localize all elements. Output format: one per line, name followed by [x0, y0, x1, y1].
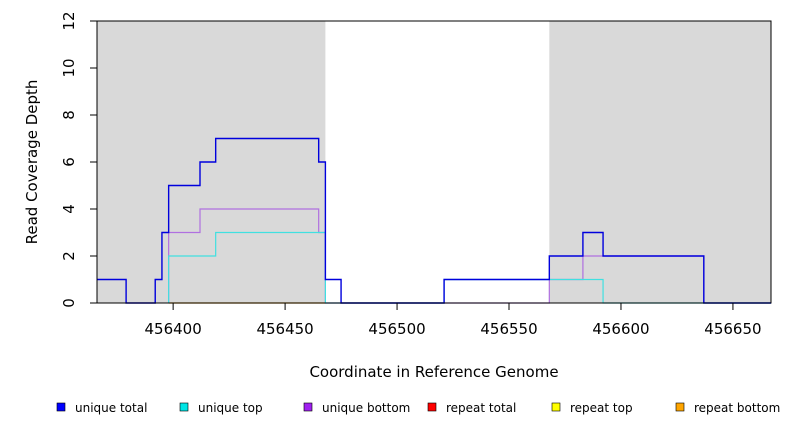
x-axis-title: Coordinate in Reference Genome [309, 363, 558, 381]
y-tick-label: 6 [60, 157, 78, 167]
background-regions [97, 21, 771, 303]
x-tick-label: 456400 [145, 320, 202, 338]
legend-swatch-repeat-top [551, 402, 561, 412]
legend-swatch-unique-bottom [303, 402, 313, 412]
legend-label-unique-total: unique total [75, 401, 147, 415]
legend-label-repeat-top: repeat top [570, 401, 633, 415]
x-tick-label: 456650 [704, 320, 761, 338]
x-tick-label: 456600 [592, 320, 649, 338]
legend-label-repeat-total: repeat total [446, 401, 516, 415]
legend-label-unique-bottom: unique bottom [322, 401, 410, 415]
y-tick-label: 10 [60, 58, 78, 77]
y-tick-label: 4 [60, 204, 78, 214]
legend-swatch-unique-total [56, 402, 66, 412]
y-axis-ticks: 0 2 4 6 8 10 12 [60, 11, 97, 308]
legend-swatch-repeat-bottom [675, 402, 685, 412]
x-axis-ticks: 456400 456450 456500 456550 456600 456650 [145, 303, 762, 338]
legend-swatch-repeat-total [427, 402, 437, 412]
legend-swatch-unique-top [179, 402, 189, 412]
y-tick-label: 2 [60, 251, 78, 261]
y-tick-label: 12 [60, 11, 78, 30]
legend-label-repeat-bottom: repeat bottom [694, 401, 780, 415]
legend-label-unique-top: unique top [198, 401, 263, 415]
y-axis-title: Read Coverage Depth [23, 80, 41, 245]
x-tick-label: 456450 [256, 320, 313, 338]
series-line-unique-total [97, 137, 771, 304]
y-tick-label: 8 [60, 110, 78, 120]
legend: unique total unique top unique bottom repea… [56, 401, 780, 415]
y-tick-label: 0 [60, 298, 78, 308]
x-tick-label: 456500 [368, 320, 425, 338]
x-tick-label: 456550 [480, 320, 537, 338]
